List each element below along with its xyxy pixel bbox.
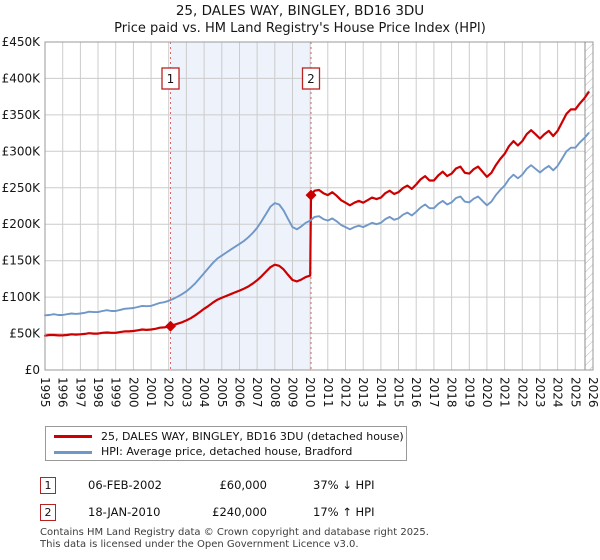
x-axis-label: 2009 (286, 377, 300, 408)
chart-legend: 25, DALES WAY, BINGLEY, BD16 3DU (detach… (45, 426, 407, 461)
hpi-line (44, 132, 590, 317)
footer-line-1: Contains HM Land Registry data © Crown c… (40, 527, 429, 538)
x-axis-label: 2020 (480, 377, 494, 408)
x-axis-label: 2011 (321, 377, 335, 408)
sale-marker-diamond (305, 189, 317, 201)
x-axis-label: 1995 (38, 377, 52, 408)
x-axis-label: 2002 (162, 377, 176, 408)
y-axis-label: £450K (2, 35, 42, 49)
price-chart: 1 2 £0 £50K £100K £150K £200K £250K £300K £350K £4… (2, 35, 600, 408)
sale-1-hpi-delta: 37% ↓ HPI (313, 478, 375, 492)
x-axis-label: 2025 (568, 377, 582, 408)
y-axis-label: £250K (2, 181, 42, 195)
sale-2-badge: 2 (40, 504, 56, 521)
transaction-row: 2 18-JAN-2010 £240,000 17% ↑ HPI (0, 504, 600, 521)
x-axis-label: 2007 (250, 377, 264, 408)
y-axis-label: £100K (2, 290, 42, 304)
x-axis-label: 2015 (392, 377, 406, 408)
legend-label-property: 25, DALES WAY, BINGLEY, BD16 3DU (detach… (101, 430, 404, 443)
x-axis-label: 2000 (126, 377, 140, 408)
x-axis-label: 2005 (215, 377, 229, 408)
sale-2-hpi-delta: 17% ↑ HPI (313, 505, 375, 519)
property-line-swatch (54, 435, 92, 438)
y-axis-label: £150K (2, 254, 42, 268)
sale-1-badge: 1 (40, 477, 56, 494)
x-axis-label: 2021 (498, 377, 512, 408)
sale-marker-diamond (165, 320, 177, 332)
property-price-line (43, 91, 590, 337)
x-axis-label: 2019 (462, 377, 476, 408)
sale-2-price: £240,000 (212, 505, 267, 519)
x-axis-label: 2006 (233, 377, 247, 408)
sale-label-box (161, 67, 180, 90)
x-axis-label: 2017 (427, 377, 441, 408)
x-axis-label: 2023 (533, 377, 547, 408)
x-axis-label: 2010 (303, 377, 317, 408)
sale-label-box (301, 67, 321, 90)
x-axis-label: 2008 (268, 377, 282, 408)
y-axis-label: £350K (2, 108, 42, 122)
future-hatch-region (585, 42, 593, 370)
page-subtitle: Price paid vs. HM Land Registry's House … (114, 21, 486, 36)
y-axis-label: £400K (2, 71, 42, 85)
sale-1-price: £60,000 (219, 478, 267, 492)
y-axis-label: £200K (2, 217, 42, 231)
x-axis-label: 2012 (339, 377, 353, 408)
copyright-footer: Contains HM Land Registry data © Crown c… (40, 527, 429, 550)
sale-label-number: 2 (307, 72, 315, 86)
x-axis-label: 2001 (144, 377, 158, 408)
x-axis-label: 2026 (586, 377, 600, 408)
x-axis-label: 1999 (109, 377, 123, 408)
x-axis-label: 1998 (91, 377, 105, 408)
y-axis-label: £300K (2, 144, 42, 158)
y-axis-label: £50K (9, 327, 41, 341)
x-axis-label: 2018 (445, 377, 459, 408)
transaction-row: 1 06-FEB-2002 £60,000 37% ↓ HPI (0, 477, 600, 494)
x-axis-label: 1997 (73, 377, 87, 408)
x-axis-label: 2004 (197, 377, 211, 408)
x-axis-label: 2016 (409, 377, 423, 408)
y-axis-label: £0 (25, 363, 40, 377)
sale-1-date: 06-FEB-2002 (88, 478, 162, 492)
x-axis-label: 2013 (356, 377, 370, 408)
sale-2-date: 18-JAN-2010 (88, 505, 161, 519)
x-axis-label: 2014 (374, 377, 388, 408)
x-axis-label: 2022 (515, 377, 529, 408)
footer-line-2: This data is licensed under the Open Gov… (40, 538, 359, 550)
ownership-period-band (170, 42, 311, 370)
sale-label-number: 1 (167, 72, 175, 86)
x-axis-label: 2024 (551, 377, 565, 408)
hpi-line-swatch (54, 451, 92, 454)
x-axis-label: 2003 (179, 377, 193, 408)
legend-label-hpi: HPI: Average price, detached house, Brad… (101, 445, 353, 458)
page-title: 25, DALES WAY, BINGLEY, BD16 3DU (175, 3, 425, 19)
x-axis-label: 1996 (56, 377, 70, 408)
